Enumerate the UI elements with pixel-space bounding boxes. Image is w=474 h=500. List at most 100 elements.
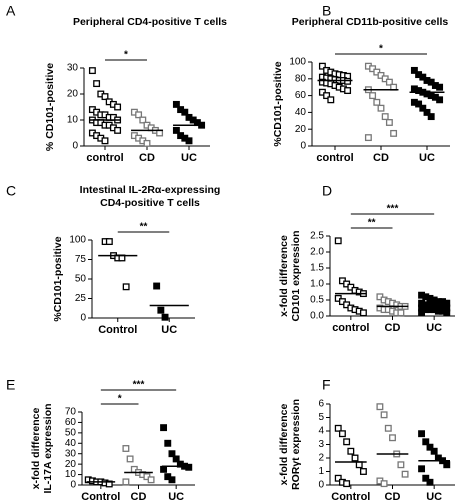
significance-label: * — [379, 44, 383, 55]
data-point — [343, 480, 351, 488]
data-point — [157, 306, 165, 314]
data-point — [344, 77, 352, 85]
significance-label: * — [118, 394, 122, 405]
y-tick-label: 0 — [70, 480, 76, 491]
y-tick-label: 40 — [295, 107, 307, 118]
panel-letter: A — [6, 3, 16, 19]
significance-label: *** — [387, 204, 399, 215]
data-point — [415, 100, 423, 108]
data-point — [88, 67, 96, 75]
significance-label: ** — [368, 218, 376, 229]
panel-title: Peripheral CD4-positive T cells — [73, 16, 227, 28]
y-tick-label: 0 — [72, 141, 78, 152]
data-point — [397, 461, 405, 469]
data-point — [122, 283, 130, 291]
y-tick-label: 80 — [295, 73, 307, 84]
panel-title: CD4-positive T cells — [100, 197, 200, 209]
panel-letter: C — [6, 183, 16, 199]
y-axis-label: %CD101-positive — [52, 236, 64, 321]
data-point — [135, 111, 143, 119]
y-tick-label: 2.5 — [310, 231, 324, 242]
x-tick-label: control — [316, 152, 353, 164]
y-tick-label: 100 — [289, 57, 306, 68]
data-point — [181, 108, 189, 116]
y-tick-label: 0.0 — [310, 311, 324, 322]
y-tick-label: 60 — [295, 90, 307, 101]
data-point — [122, 445, 130, 452]
data-point — [410, 66, 418, 74]
data-point — [380, 480, 388, 488]
significance-label: ** — [140, 222, 148, 233]
data-point — [160, 424, 168, 432]
data-point — [389, 434, 396, 442]
data-point — [418, 430, 426, 438]
panel-letter: F — [322, 377, 331, 393]
data-point — [161, 313, 169, 321]
data-point — [139, 116, 147, 124]
x-tick-label: CD — [385, 322, 401, 334]
data-point — [172, 126, 180, 134]
data-point — [344, 87, 352, 95]
data-point — [334, 237, 342, 245]
data-point — [390, 129, 398, 137]
y-tick-label: 75 — [75, 254, 87, 265]
data-point — [381, 113, 389, 121]
y-axis-label: % CD101-positive — [44, 63, 56, 151]
data-point — [385, 119, 393, 126]
x-tick-label: control — [86, 152, 123, 164]
x-tick-label: CD — [373, 152, 389, 164]
x-tick-label: UC — [419, 152, 435, 164]
significance-label: *** — [133, 380, 145, 391]
x-tick-label: Control — [81, 491, 120, 500]
data-point — [101, 93, 109, 101]
data-point — [323, 92, 331, 100]
y-axis-label: x-fold difference — [278, 404, 290, 486]
data-point — [338, 430, 346, 438]
data-point — [377, 104, 385, 112]
y-axis-label: IL-17A expression — [42, 403, 54, 493]
data-point — [343, 438, 351, 446]
y-axis-label: CD101 expression — [290, 230, 302, 321]
data-point — [172, 455, 180, 463]
data-point — [401, 470, 409, 478]
data-point — [373, 98, 381, 106]
data-point — [318, 62, 326, 70]
panel-letter: B — [322, 3, 331, 19]
x-tick-label: UC — [426, 322, 442, 334]
data-point — [93, 80, 101, 88]
y-tick-label: 6 — [318, 399, 324, 410]
y-tick-label: 40 — [65, 438, 77, 449]
x-tick-label: UC — [161, 324, 177, 336]
data-point — [351, 454, 359, 462]
data-point — [369, 92, 377, 100]
data-point — [443, 461, 451, 469]
data-point — [380, 411, 388, 419]
data-point — [347, 447, 355, 455]
y-tick-label: 20 — [67, 89, 79, 100]
data-point — [427, 113, 435, 121]
data-point — [419, 104, 427, 112]
data-point — [384, 424, 392, 432]
data-point — [436, 96, 444, 104]
y-tick-label: 20 — [295, 124, 307, 135]
panel-letter: E — [6, 377, 15, 393]
x-tick-label: Control — [98, 324, 137, 336]
x-tick-label: CD — [385, 491, 401, 500]
data-point — [397, 309, 405, 317]
y-axis-label: x-fold difference — [30, 408, 42, 490]
y-tick-label: 4 — [318, 426, 324, 437]
x-tick-label: CD — [131, 491, 147, 500]
y-tick-label: 3 — [318, 439, 324, 450]
y-axis-label: RORγt expression — [290, 399, 302, 490]
data-point — [327, 96, 335, 104]
y-tick-label: 1.5 — [310, 263, 324, 274]
data-point — [426, 478, 434, 486]
data-point — [422, 438, 430, 446]
data-point — [168, 476, 176, 484]
y-axis-label: %CD101-positive — [272, 61, 284, 146]
data-point — [114, 126, 122, 134]
x-tick-label: UC — [426, 491, 442, 500]
y-tick-label: 10 — [65, 469, 77, 480]
data-point — [364, 134, 372, 142]
